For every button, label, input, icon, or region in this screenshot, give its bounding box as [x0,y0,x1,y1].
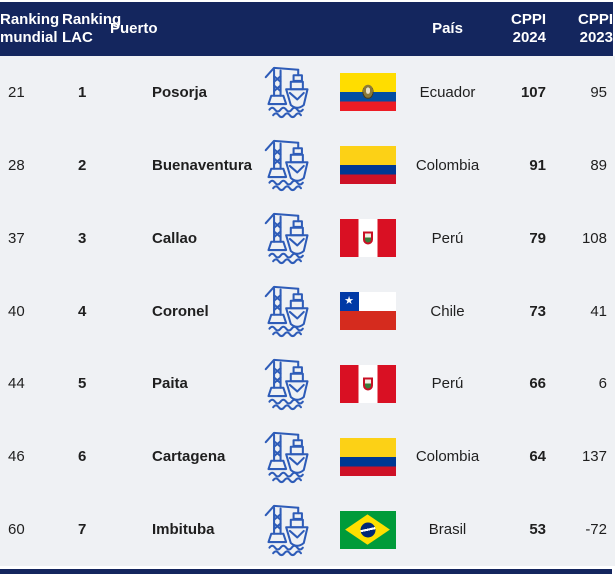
flag-ecuador-icon [339,73,396,112]
table-header-row: Ranking mundial Ranking LAC Puerto País … [0,2,613,56]
ranking-lac-value: 2 [78,156,87,174]
ranking-mundial-value: 46 [8,448,25,466]
table-row: 28 2 Buenaventura [0,129,615,202]
ranking-mundial-value: 60 [8,521,25,539]
flag-peru-icon [339,364,396,403]
crane-and-ship-icon [264,504,309,556]
port-cell [255,355,320,413]
flag-peru-icon [339,219,396,258]
puerto-name: Coronel [152,302,209,320]
crane-and-ship-icon [264,358,309,410]
pais-value: Perú [431,229,464,247]
flag-brasil-icon [339,510,396,549]
crane-and-ship-icon [264,212,309,265]
crane-and-ship-icon [264,285,309,338]
ranking-mundial-value: 28 [8,156,25,174]
table-row: 60 7 Imbituba [0,493,615,566]
cppi-2024-value: 91 [529,156,546,174]
crane-and-ship-icon [264,140,309,192]
cppi-2024-value: 66 [529,375,546,393]
flag-cell [320,510,415,549]
pais-value: Ecuador [419,83,476,101]
flag-cell [320,219,415,258]
cppi-2023-value: 108 [581,229,607,247]
ranking-lac-value: 3 [78,229,87,247]
puerto-name: Imbituba [152,521,215,539]
pais-value: Colombia [415,156,480,174]
table-row: 46 6 Cartagena [0,420,615,493]
pais-value: Brasil [428,521,467,539]
table-body: 21 1 Posorja [0,56,615,566]
pais-value: Chile [430,302,465,320]
cppi-2024-value: 79 [529,229,546,247]
table-row: 21 1 Posorja [0,56,615,129]
header-pais: País [432,19,463,37]
cppi-2023-value: 137 [581,448,607,466]
table-row: 44 5 Paita [0,347,615,420]
ranking-mundial-value: 37 [8,229,25,247]
puerto-name: Posorja [152,83,208,101]
cppi-2024-value: 64 [529,448,546,466]
port-cell [255,428,320,486]
crane-and-ship-icon [264,431,309,483]
crane-and-ship-icon [264,67,309,119]
puerto-name: Cartagena [152,448,226,466]
flag-chile-icon [339,292,396,330]
header-ranking-mundial: Ranking mundial [0,10,60,46]
ranking-mundial-value: 40 [8,302,25,320]
flag-cell [320,292,415,330]
cppi-2024-value: 53 [529,521,546,539]
bottom-accent-bar [0,569,612,574]
header-cppi-2023: CPPI 2023 [577,10,613,46]
ranking-lac-value: 4 [78,302,87,320]
header-ranking-lac: Ranking LAC [62,10,122,46]
port-cell [255,136,320,194]
cppi-2023-value: -72 [585,521,607,539]
cppi-2024-value: 73 [529,302,546,320]
table-row: 40 4 Coronel [0,275,615,348]
ranking-mundial-value: 44 [8,375,25,393]
pais-value: Colombia [415,448,480,466]
flag-cell [320,437,415,476]
header-cppi-2024: CPPI 2024 [510,10,546,46]
cppi-2023-value: 89 [590,156,607,174]
header-puerto: Puerto [110,19,158,37]
ranking-lac-value: 1 [78,83,87,101]
flag-colombia-icon [339,437,396,476]
port-cell [255,282,320,340]
cppi-2023-value: 41 [590,302,607,320]
flag-colombia-icon [339,146,396,185]
puerto-name: Buenaventura [152,156,253,174]
puerto-name: Callao [152,229,198,247]
table-row: 37 3 Callao [0,202,615,275]
ranking-mundial-value: 21 [8,83,25,101]
flag-cell [320,364,415,403]
cppi-2024-value: 107 [520,83,546,101]
port-cell [255,209,320,267]
pais-value: Perú [431,375,464,393]
flag-cell [320,146,415,185]
port-cell [255,501,320,559]
cppi-2023-value: 95 [590,83,607,101]
ranking-lac-value: 7 [78,521,87,539]
puerto-name: Paita [152,375,188,393]
flag-cell [320,73,415,112]
port-cell [255,63,320,121]
ranking-lac-value: 5 [78,375,87,393]
cppi-2023-value: 6 [598,375,607,393]
ranking-lac-value: 6 [78,448,87,466]
